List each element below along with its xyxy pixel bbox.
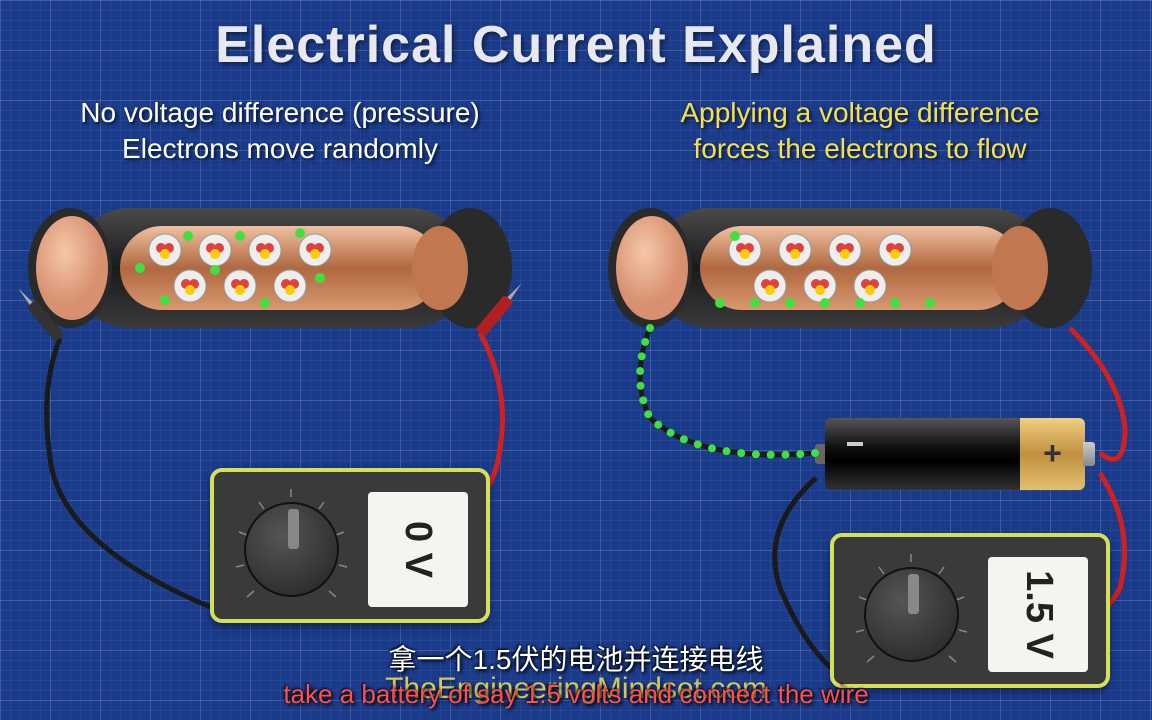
subtitle-chinese: 拿一个1.5伏的电池并连接电线: [0, 638, 1152, 678]
right-panel: Applying a voltage difference forces the…: [580, 95, 1140, 668]
right-caption-line2: forces the electrons to flow: [580, 131, 1140, 167]
left-caption: No voltage difference (pressure) Electro…: [0, 95, 560, 168]
right-diagram: +: [580, 188, 1140, 668]
main-title: Electrical Current Explained: [0, 15, 1152, 75]
right-caption: Applying a voltage difference forces the…: [580, 95, 1140, 168]
dial-icon: [244, 502, 339, 597]
left-panel: No voltage difference (pressure) Electro…: [0, 95, 560, 668]
left-diagram: 0 V: [0, 188, 560, 668]
left-caption-line1: No voltage difference (pressure): [0, 95, 560, 131]
right-caption-line1: Applying a voltage difference: [580, 95, 1140, 131]
reading-left: 0 V: [396, 521, 439, 578]
multimeter-left: 0 V: [210, 468, 490, 623]
multimeter-display-left: 0 V: [368, 492, 468, 607]
subtitle-english: take a battery of say 1.5 volts and conn…: [0, 679, 1152, 710]
left-caption-line2: Electrons move randomly: [0, 131, 560, 167]
